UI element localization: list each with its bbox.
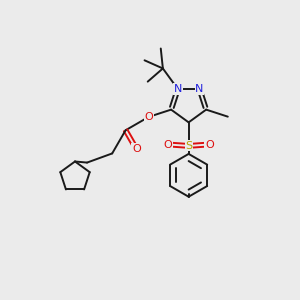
Text: O: O: [164, 140, 172, 150]
Text: O: O: [144, 112, 153, 122]
Text: S: S: [185, 141, 192, 151]
Text: N: N: [195, 84, 204, 94]
Text: O: O: [205, 140, 214, 150]
Text: O: O: [132, 144, 141, 154]
Text: N: N: [174, 84, 182, 94]
